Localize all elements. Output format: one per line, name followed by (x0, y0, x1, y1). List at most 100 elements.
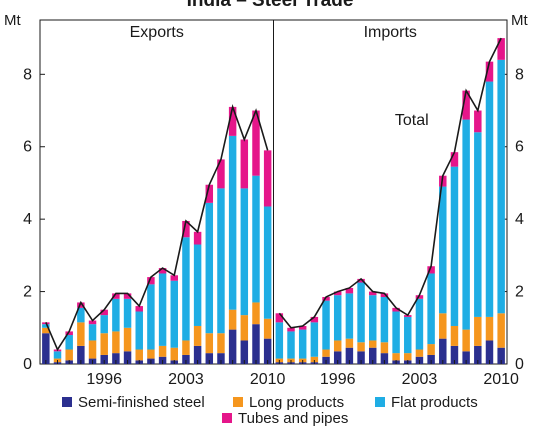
bar-segment-flat (275, 322, 284, 359)
bar-segment-long (345, 338, 354, 348)
bar-segment-long (100, 333, 108, 355)
bar-segment-flat (135, 311, 143, 350)
bar-segment-long (42, 327, 50, 334)
bar-segment-long (462, 329, 470, 352)
bar-segment-flat (357, 282, 365, 343)
bar-segment-semi (263, 338, 272, 364)
y-tick-label-right: 8 (515, 66, 524, 83)
bar-segment-tubes (112, 293, 120, 299)
bar-segment-flat (65, 335, 73, 350)
bar-segment-flat (369, 295, 377, 341)
bar-segment-long (450, 325, 459, 346)
bar-segment-flat (182, 237, 190, 341)
legend: Semi-finished steel Long products Flat pro… (62, 394, 478, 427)
bar-segment-flat (474, 132, 482, 317)
bar-segment-flat (252, 175, 260, 303)
chart-title: India – Steel Trade (187, 0, 354, 11)
bar-segment-long (474, 316, 482, 346)
bar-segment-flat (88, 324, 97, 341)
bar-segment-tubes (287, 327, 295, 332)
bar-segment-tubes (298, 325, 307, 330)
bar-segment-flat (439, 186, 447, 314)
bar-segment-semi (252, 324, 260, 364)
bar-segment-tubes (77, 302, 85, 308)
legend-label-semi: Semi-finished steel (78, 394, 205, 411)
y-tick-label-left: 0 (23, 356, 32, 373)
left-unit-label: Mt (4, 12, 21, 29)
bar-segment-tubes (462, 90, 470, 120)
bar-segment-flat (240, 188, 249, 316)
bar-segment-long (240, 315, 249, 341)
bar-segment-tubes (333, 291, 342, 296)
bar-segment-semi (485, 340, 494, 364)
bar-segment-flat (228, 135, 237, 310)
bar-segment-tubes (415, 295, 424, 299)
bar-segment-tubes (310, 316, 319, 323)
bar-segment-long (322, 349, 330, 357)
y-tick-label-left: 8 (23, 66, 32, 83)
bar-segment-tubes (88, 320, 97, 325)
legend-swatch-semi (62, 397, 72, 407)
bar-segment-semi (228, 329, 237, 364)
bar-segment-long (427, 344, 435, 355)
bar-segment-long (380, 342, 389, 354)
bar-segment-long (333, 340, 342, 352)
bar-segment-flat (193, 244, 202, 326)
right-unit-label: Mt (511, 12, 528, 29)
bar-segment-tubes (240, 139, 249, 189)
bar-segment-tubes (485, 61, 494, 82)
x-tick-label: 2003 (168, 371, 204, 388)
x-tick-label: 1996 (320, 371, 356, 388)
bar-segment-semi (474, 345, 482, 364)
bar-segment-flat (77, 307, 85, 323)
legend-label-long: Long products (249, 394, 344, 411)
bar-segment-flat (147, 284, 155, 350)
bar-segment-flat (380, 297, 389, 343)
x-tick-label: 2003 (402, 371, 438, 388)
total-line (45, 104, 269, 352)
bar-segment-tubes (357, 278, 365, 283)
bar-segment-tubes (147, 277, 155, 285)
panel-label: Exports (130, 24, 184, 41)
bar-segment-tubes (427, 266, 435, 274)
bar-segment-tubes (322, 297, 330, 301)
bar-segment-flat (497, 59, 505, 314)
bar-segment-long (369, 340, 377, 348)
y-tick-label-right: 0 (515, 356, 524, 373)
bar-segment-flat (450, 166, 459, 326)
bar-segment-long (497, 313, 505, 348)
y-tick-label-right: 2 (515, 284, 524, 301)
bar-segment-tubes (205, 184, 214, 203)
bar-segment-tubes (135, 306, 143, 312)
bar-segment-flat (345, 293, 354, 339)
bar-segment-long (123, 327, 132, 352)
bar-segment-flat (485, 81, 494, 317)
bar-segment-long (77, 322, 85, 346)
legend-swatch-tubes (222, 413, 232, 423)
bar-segment-tubes (193, 231, 202, 245)
total-annotation: Total (395, 112, 429, 129)
bar-segment-semi (77, 345, 85, 364)
bar-segment-long (193, 325, 202, 346)
plot-layer: 0 0 2 2 4 4 6 6 8 8 Exports 1996 2003 2010 Imports 1996… (23, 19, 524, 388)
bar-segment-semi (462, 351, 470, 364)
bar-segment-semi (450, 345, 459, 364)
bar-segment-tubes (474, 110, 482, 133)
bar-segment-long (182, 340, 190, 355)
bar-segment-tubes (275, 313, 284, 323)
bar-segment-long (65, 349, 73, 361)
bar-segment-flat (100, 315, 108, 334)
bar-segment-semi (439, 338, 447, 364)
bar-segment-flat (298, 329, 307, 359)
bar-segment-tubes (217, 159, 225, 189)
bar-segment-tubes (380, 293, 389, 298)
bar-segment-semi (217, 353, 225, 364)
bar-segment-semi (345, 347, 354, 364)
bar-segment-flat (123, 298, 132, 328)
bar-segment-semi (369, 347, 377, 364)
bar-segment-long (252, 302, 260, 325)
bar-segment-flat (427, 273, 435, 345)
bar-segment-semi (193, 345, 202, 364)
x-tick-label: 1996 (86, 371, 122, 388)
